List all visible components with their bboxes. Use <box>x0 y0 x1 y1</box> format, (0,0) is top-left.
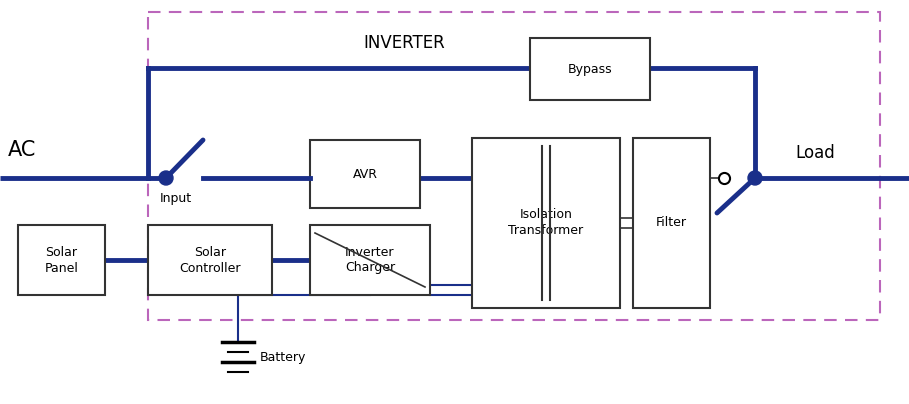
Text: AVR: AVR <box>353 168 377 181</box>
Text: Bypass: Bypass <box>568 63 613 76</box>
Bar <box>148 225 272 295</box>
Text: Load: Load <box>795 144 834 162</box>
Text: Solar
Controller: Solar Controller <box>179 246 241 274</box>
Circle shape <box>159 171 173 185</box>
Bar <box>633 138 710 308</box>
Text: Filter: Filter <box>656 217 687 229</box>
Text: Input: Input <box>159 192 192 205</box>
Bar <box>530 38 650 100</box>
Text: AC: AC <box>8 140 36 160</box>
Text: Battery: Battery <box>260 351 306 364</box>
Bar <box>472 138 620 308</box>
Text: Isolation
Transformer: Isolation Transformer <box>508 208 584 238</box>
Text: INVERTER: INVERTER <box>364 34 445 52</box>
Bar <box>310 225 430 295</box>
Circle shape <box>748 171 762 185</box>
Text: Solar
Panel: Solar Panel <box>45 246 78 274</box>
Text: Inverter
Charger: Inverter Charger <box>345 246 395 274</box>
Bar <box>18 225 105 295</box>
Bar <box>310 140 420 208</box>
Bar <box>148 12 880 320</box>
